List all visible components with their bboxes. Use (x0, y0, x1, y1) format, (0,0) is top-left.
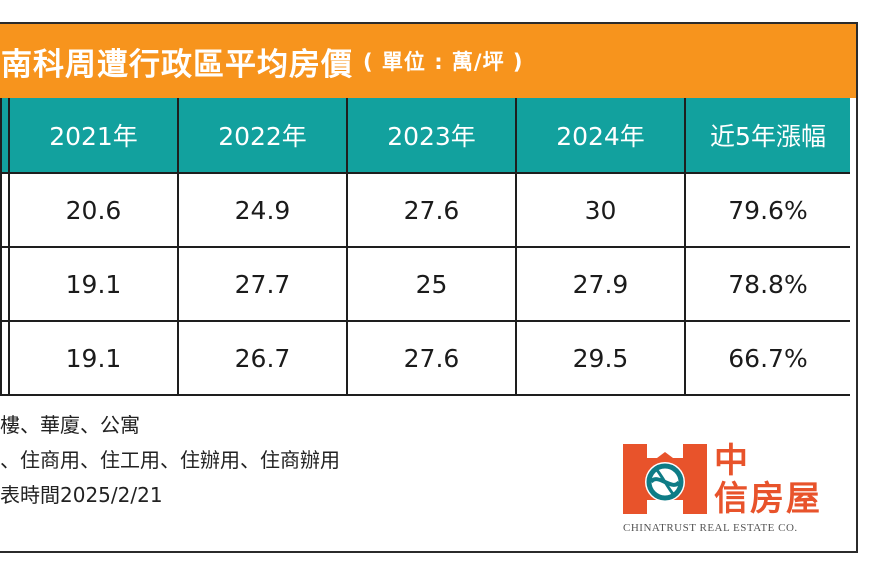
price-cell-2022: 26.7 (177, 321, 347, 396)
header-row: 2021年 2022年 2023年 2024年 近5年漲幅 (0, 98, 850, 174)
district-cell (0, 173, 9, 248)
brand-subtitle: CHINATRUST REAL ESTATE CO. (623, 522, 798, 534)
price-cell-2021: 19.1 (8, 321, 178, 396)
price-cell-2023: 25 (346, 247, 516, 322)
header-cell-5yr-growth: 近5年漲幅 (684, 98, 850, 174)
price-cell-2021: 19.1 (8, 247, 178, 322)
chinatrust-house-icon (623, 444, 707, 514)
price-table: 2021年 2022年 2023年 2024年 近5年漲幅 20.6 24.9 … (0, 98, 850, 396)
table-row: 19.1 27.7 25 27.9 78.8% (0, 247, 850, 322)
header-cell-2023: 2023年 (346, 98, 516, 174)
title-bar: 南科周遭行政區平均房價 ( 單位 : 萬/坪 ) (0, 24, 856, 98)
price-cell-2024: 27.9 (515, 247, 685, 322)
unit-label: ( 單位 : 萬/坪 ) (363, 50, 524, 74)
price-cell-2022: 24.9 (177, 173, 347, 248)
growth-cell: 78.8% (684, 247, 850, 322)
district-cell (0, 247, 9, 322)
price-cell-2021: 20.6 (8, 173, 178, 248)
header-cell-2024: 2024年 (515, 98, 685, 174)
price-cell-2024: 30 (515, 173, 685, 248)
footnote-building-types: 樓、華廈、公寓 (0, 413, 140, 437)
table-row: 20.6 24.9 27.6 30 79.6% (0, 173, 850, 248)
header-cell-2022: 2022年 (177, 98, 347, 174)
district-cell (0, 321, 9, 396)
footnotes: 樓、華廈、公寓 、住商用、住工用、住辦用、住商辦用 表時間2025/2/21 (0, 408, 340, 513)
price-cell-2024: 29.5 (515, 321, 685, 396)
price-cell-2023: 27.6 (346, 173, 516, 248)
chinatrust-logo: 中 信房屋 CHINATRUST REAL ESTATE CO. (623, 442, 838, 542)
price-table-card: 南科周遭行政區平均房價 ( 單位 : 萬/坪 ) 2021年 2022年 202… (0, 22, 858, 553)
price-cell-2023: 27.6 (346, 321, 516, 396)
header-cell-2021: 2021年 (8, 98, 178, 174)
table-title: 南科周遭行政區平均房價 (1, 46, 353, 83)
growth-cell: 79.6% (684, 173, 850, 248)
footnote-usage-types: 、住商用、住工用、住辦用、住商辦用 (0, 448, 340, 472)
growth-cell: 66.7% (684, 321, 850, 396)
brand-name-line-2: 信房屋 (714, 479, 822, 519)
footnote-publish-date: 表時間2025/2/21 (0, 483, 163, 507)
price-cell-2022: 27.7 (177, 247, 347, 322)
header-cell-district (0, 98, 9, 174)
brand-name: 中 信房屋 (714, 442, 824, 518)
brand-name-line-1: 中 (714, 441, 750, 481)
table-row: 19.1 26.7 27.6 29.5 66.7% (0, 321, 850, 396)
